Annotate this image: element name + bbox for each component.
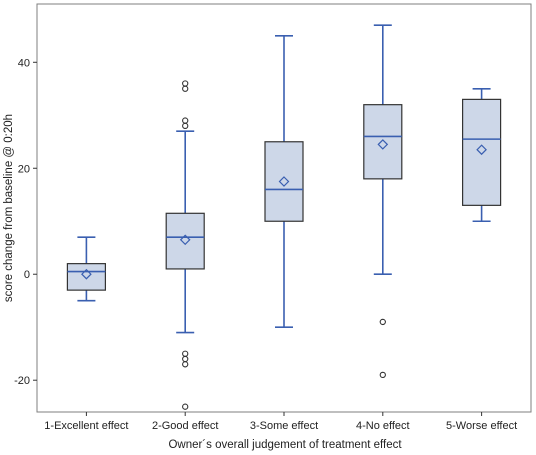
outlier-point [182, 361, 189, 368]
iqr-box [165, 212, 205, 270]
outlier-point [182, 80, 189, 87]
y-tick-label: -20 [14, 375, 30, 387]
outlier-point [182, 355, 189, 363]
mean-marker [476, 144, 487, 156]
x-axis-label: Owner´s overall judgement of treatment e… [168, 439, 402, 451]
mean-marker [179, 234, 191, 246]
iqr-box [462, 98, 502, 206]
iqr-box [264, 141, 304, 222]
iqr-box [363, 104, 403, 180]
y-tick-label: 20 [18, 163, 30, 175]
x-tick-label: 3-Some effect [250, 420, 318, 432]
outlier-point [182, 403, 189, 410]
box-group [66, 236, 107, 302]
box-group [165, 80, 205, 410]
box-group [462, 87, 502, 223]
outlier-point [182, 122, 189, 130]
outlier-point [182, 350, 189, 357]
outlier-point [182, 85, 189, 92]
y-tick-label: 40 [18, 57, 30, 69]
x-tick-label: 5-Worse effect [446, 420, 517, 432]
iqr-box [66, 263, 107, 291]
mean-marker [278, 176, 290, 187]
mean-marker [377, 139, 389, 150]
outlier-point [379, 371, 386, 379]
x-tick-label: 2-Good effect [152, 420, 218, 432]
outlier-point [182, 117, 189, 124]
x-tick-label: 4-No effect [356, 420, 410, 432]
outlier-point [379, 318, 386, 326]
box-group [264, 34, 304, 329]
y-tick-label: 0 [24, 269, 30, 281]
y-axis-label: score change from baseline @ 0:20h [3, 114, 15, 302]
mean-marker [81, 268, 92, 280]
box-group [363, 24, 403, 379]
x-tick-label: 1-Excellent effect [44, 420, 128, 432]
